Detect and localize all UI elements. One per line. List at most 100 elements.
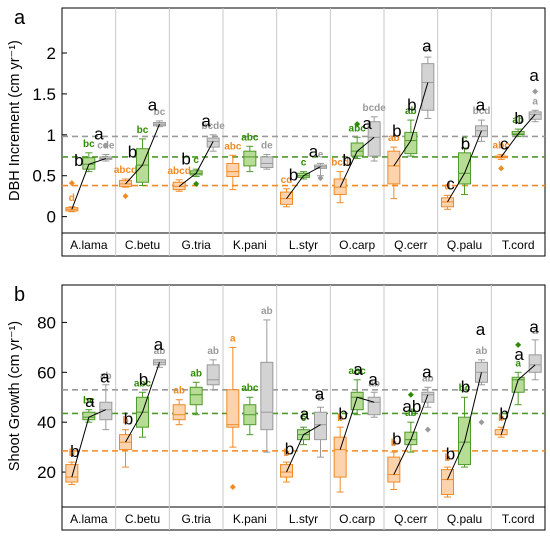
box-green [243, 150, 257, 167]
significance-letter-grey: bcd [473, 106, 491, 117]
significance-letter-orange: abc [493, 140, 511, 151]
significance-letter-green: ab [512, 115, 524, 126]
comparison-letter: a [353, 360, 363, 379]
outlier-green [407, 391, 414, 398]
box-orange [441, 469, 454, 496]
significance-letter-grey: de [261, 140, 273, 151]
comparison-letter: a [529, 317, 539, 336]
outlier-grey [424, 426, 431, 433]
box-green [404, 131, 418, 155]
significance-letter-green: bc [83, 139, 95, 150]
significance-letter-orange: b [391, 438, 397, 449]
significance-letter-orange: abcd [114, 165, 137, 176]
category-label: Q.palu [447, 512, 482, 526]
outlier-green [354, 121, 361, 128]
comparison-letter: a [422, 362, 432, 381]
box-grey [314, 411, 327, 441]
significance-letter-grey: ab [100, 371, 112, 382]
box-orange [387, 456, 401, 483]
significance-letter-grey: a [532, 96, 538, 107]
box-grey [367, 121, 381, 157]
comparison-letter: b [181, 149, 190, 168]
significance-letter-grey: ab [154, 346, 166, 357]
outlier-grey [102, 142, 109, 149]
comparison-letter: a [300, 405, 310, 424]
box-green [350, 391, 364, 411]
comparison-letter: a [514, 345, 524, 364]
category-label: Q.cerr [394, 512, 427, 526]
significance-letter-green: a [515, 358, 521, 369]
median-trend-line [339, 396, 375, 450]
outlier-orange [122, 193, 129, 200]
y-tick-label: 0.5 [32, 167, 56, 186]
significance-letter-grey: ab [207, 346, 219, 357]
box-orange [65, 464, 79, 483]
box-grey [421, 63, 435, 111]
significance-letter-orange: abcd [167, 166, 190, 177]
comparison-letter: b [70, 442, 79, 461]
comparison-letter: a [362, 114, 372, 133]
category-label: Q.cerr [394, 238, 427, 252]
significance-letter-green: abc [349, 366, 367, 377]
category-label: L.styr [289, 512, 318, 526]
box-green [458, 152, 471, 185]
box-grey [206, 137, 220, 148]
box-grey [421, 391, 435, 403]
comparison-letter: a [476, 320, 486, 339]
box-grey [260, 156, 274, 169]
significance-letter-orange: ab [388, 133, 400, 144]
box-green [189, 386, 203, 406]
median-trend-line [125, 123, 160, 185]
significance-letter-grey: e [318, 149, 324, 160]
comparison-letter: b [514, 109, 523, 128]
comparison-letter: b [461, 135, 470, 154]
significance-letter-green: c [193, 155, 199, 166]
box-orange [226, 162, 240, 178]
comparison-letter: b [392, 121, 401, 140]
comparison-letter: c [446, 175, 455, 194]
median-trend-line [286, 166, 321, 199]
median-trend-line [339, 136, 375, 188]
significance-letter-grey: ab [476, 346, 488, 357]
panel-b-shoot-growth: 20 40 60 80 b Shoot Growth (cm yr⁻¹) A.lama C.b… [7, 284, 546, 531]
panel-label: b [14, 284, 25, 306]
category-label: G.tria [181, 238, 211, 252]
box-orange [333, 436, 347, 478]
box-grey [99, 401, 113, 421]
comparison-letter: a [422, 36, 432, 55]
median-trend-line [393, 82, 429, 167]
y-tick-label: 40 [37, 413, 56, 432]
box-orange [387, 150, 401, 185]
significance-letter-green: ab [190, 368, 202, 379]
box-orange [172, 404, 186, 421]
y-tick-label: 2 [47, 44, 56, 63]
y-tick-label: 1 [47, 126, 56, 145]
y-tick-label: 0 [47, 208, 56, 227]
comparison-letter: c [500, 135, 509, 154]
category-label: L.styr [289, 238, 318, 252]
comparison-letter: a [368, 370, 378, 389]
significance-letter-grey: bc [154, 107, 166, 118]
comparison-letter: a [476, 95, 486, 114]
category-label: O.carp [339, 238, 375, 252]
median-trend-line [71, 158, 106, 210]
significance-letter-green: c [301, 413, 307, 424]
comparison-letter: a [148, 95, 158, 114]
comparison-letter: b [342, 151, 351, 170]
comparison-letter: a [201, 112, 211, 131]
significance-letter-green: c [301, 158, 307, 169]
significance-letter-green: c [462, 134, 468, 145]
category-label: T.cord [502, 238, 535, 252]
median-trend-line [393, 394, 429, 475]
significance-letter-green: ab [405, 106, 417, 117]
significance-letter-orange: abc [224, 141, 242, 152]
comparison-letter: a [94, 125, 104, 144]
significance-letter-grey: bcde [362, 103, 386, 114]
category-label: K.pani [233, 512, 267, 526]
y-tick-label: 80 [37, 313, 56, 332]
outlier-orange [229, 484, 236, 491]
comparison-letter: a [100, 367, 110, 386]
median-trend-line [500, 114, 536, 158]
plot-frame [61, 284, 546, 531]
